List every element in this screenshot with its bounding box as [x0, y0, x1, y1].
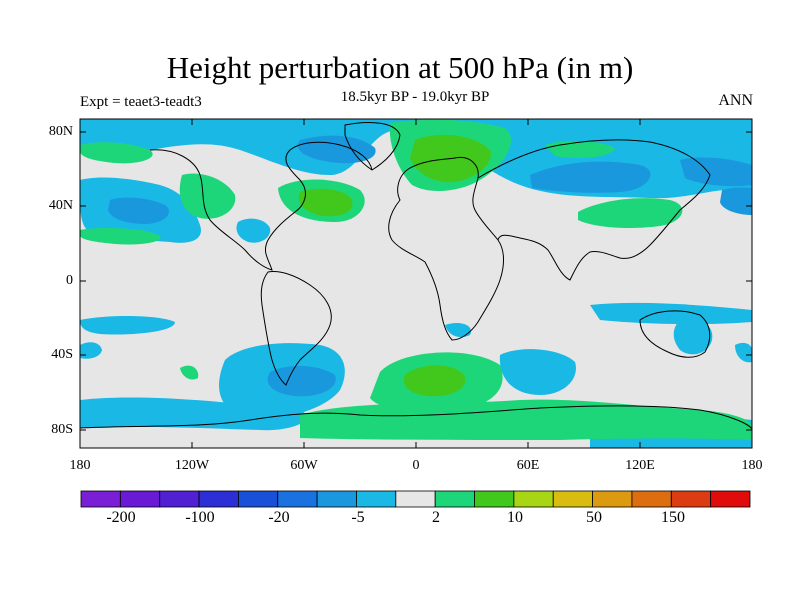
contour-east-asia-positive [578, 198, 683, 228]
colorbar-swatch [80, 490, 121, 508]
colorbar-label: 50 [586, 509, 602, 526]
x-axis-ticks [79, 119, 753, 448]
contour-south-africa-negative [445, 323, 471, 338]
colorbar-swatch [552, 490, 593, 508]
colorbar-swatch [670, 490, 712, 508]
colorbar-label: -5 [351, 509, 365, 526]
plot-title: Height perturbation at 500 hPa (in m) [166, 50, 634, 85]
plot-subtitle: 18.5kyr BP - 19.0kyr BP [340, 89, 490, 105]
colorbar-swatch [198, 490, 239, 508]
contour-north-pacific-core [108, 197, 169, 224]
contour-north-america-positive [179, 173, 236, 219]
colorbar-swatch [356, 490, 397, 508]
contour-new-zealand-negative [735, 342, 752, 363]
x-tick-label: 180 [69, 458, 91, 473]
y-tick-label: 0 [66, 273, 73, 288]
y-tick-label: 40N [48, 198, 73, 213]
season-label: ANN [718, 92, 753, 109]
colorbar-swatch [316, 490, 357, 508]
y-tick-label: 80N [48, 124, 73, 139]
colorbar-label: 10 [507, 509, 523, 526]
coast-asia [477, 139, 711, 281]
contour-drake-core [267, 365, 336, 397]
colorbar-swatch [474, 490, 515, 508]
contour-south-atlantic-core [403, 365, 466, 397]
colorbar [80, 490, 751, 508]
x-tick-label: 120W [174, 458, 210, 473]
contour-siberia-core [530, 161, 651, 193]
coast-greenland [344, 121, 401, 171]
colorbar-label: -20 [268, 509, 290, 526]
coast-australia [639, 310, 711, 358]
x-tick-label: 180 [741, 458, 763, 473]
coast-antarctica [80, 405, 752, 431]
x-tick-label: 0 [412, 458, 420, 473]
colorbar-swatch [513, 490, 554, 508]
colorbar-swatch [395, 490, 436, 508]
contour-south-pacific-negative [80, 316, 175, 335]
contour-australia-negative [673, 319, 713, 355]
experiment-label: Expt = teaet3-teadt3 [80, 94, 202, 110]
coast-europe-africa [388, 156, 504, 341]
contour-antarctic-positive [300, 399, 752, 440]
contour-caribbean-negative [236, 218, 271, 243]
y-axis-ticks [80, 131, 752, 431]
contour-south-indian-negative [499, 349, 576, 395]
y-tick-label: 80S [51, 422, 73, 437]
contour-field [80, 119, 752, 448]
colorbar-swatch [119, 490, 161, 508]
colorbar-label: 150 [661, 509, 685, 526]
colorbar-label: 2 [432, 509, 440, 526]
contour-northwest-pacific-core [720, 187, 752, 215]
colorbar-swatch [238, 490, 279, 508]
x-tick-label: 120E [625, 458, 655, 473]
colorbar-swatch [159, 490, 200, 508]
x-tick-label: 60E [516, 458, 540, 473]
contour-bering-core [680, 157, 752, 187]
coast-south-america [260, 271, 332, 386]
contour-arctic-canada-positive [80, 142, 153, 164]
x-tick-label: 60W [290, 458, 318, 473]
contour-north-atlantic-core [298, 188, 353, 217]
colorbar-swatch [631, 490, 672, 508]
contour-south-pacific-east-negative [590, 302, 752, 325]
colorbar-swatch [592, 490, 633, 508]
colorbar-label: -100 [185, 509, 215, 526]
colorbar-swatch [710, 490, 751, 508]
contour-southern-ocean-negative [80, 397, 307, 431]
colorbar-swatch [277, 490, 318, 508]
y-tick-label: 40S [51, 347, 73, 362]
coast-north-america [149, 141, 373, 271]
colorbar-swatch [434, 490, 475, 508]
coastlines [80, 121, 752, 431]
colorbar-label: -200 [106, 509, 136, 526]
contour-southwest-pacific-positive [180, 365, 199, 380]
contour-pacific-positive [80, 228, 161, 245]
